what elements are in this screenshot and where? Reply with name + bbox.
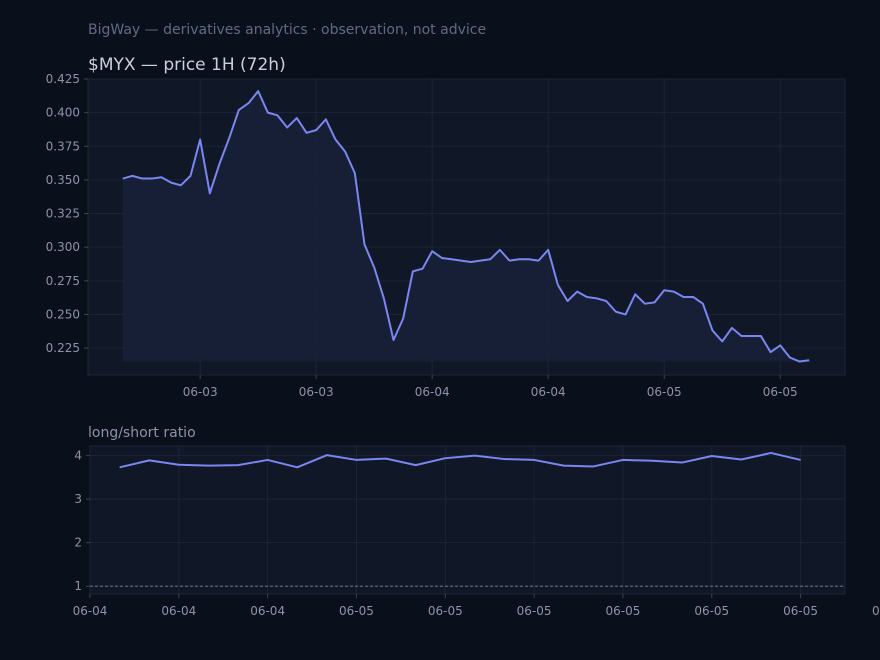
ratio-y-ticks: 1 2 3 4 <box>74 449 90 593</box>
ratio-x-tick-label: 06-05 <box>339 604 374 618</box>
ratio-series-line <box>119 451 801 469</box>
ratio-y-tick-label: 1 <box>74 579 82 593</box>
ratio-x-tick-label: 06-05 <box>517 604 552 618</box>
ratio-x-tick-label: 06-05 <box>428 604 463 618</box>
ratio-x-tick-label: 06-04 <box>161 604 196 618</box>
price-x-tick-label: 06-04 <box>415 385 450 399</box>
ratio-y-tick-label: 3 <box>74 492 82 506</box>
ratio-x-tick-label: 06-05 <box>872 604 880 618</box>
price-y-tick-label: 0.225 <box>46 341 80 355</box>
price-y-tick-label: 0.350 <box>46 173 80 187</box>
ratio-y-tick-label: 4 <box>74 449 82 463</box>
ratio-y-tick-label: 2 <box>74 536 82 550</box>
ratio-chart-title: long/short ratio <box>88 425 196 441</box>
ratio-x-tick-label: 06-04 <box>73 604 108 618</box>
ratio-x-ticks: 06-04 06-04 06-04 06-05 06-05 06-05 06-05 06-05… <box>73 594 880 618</box>
price-y-tick-label: 0.300 <box>46 240 80 254</box>
ratio-plot-area <box>89 445 846 595</box>
price-y-tick-label: 0.250 <box>46 307 80 321</box>
price-area-fill <box>122 91 810 362</box>
price-y-ticks: 0.225 0.250 0.275 0.300 0.325 0.350 0.375 0.400… <box>46 72 88 355</box>
price-x-tick-label: 06-04 <box>531 385 566 399</box>
price-x-tick-label: 06-03 <box>299 385 334 399</box>
page-header: BigWay — derivatives analytics · observa… <box>88 22 486 38</box>
ratio-x-tick-label: 06-05 <box>694 604 729 618</box>
price-x-tick-label: 06-05 <box>647 385 682 399</box>
price-y-tick-label: 0.400 <box>46 106 80 120</box>
price-y-tick-label: 0.325 <box>46 207 80 221</box>
price-series-line <box>122 90 810 363</box>
price-x-ticks: 06-03 06-03 06-04 06-04 06-05 06-05 <box>183 375 798 399</box>
ratio-x-tick-label: 06-05 <box>606 604 641 618</box>
price-chart-title: $MYX — price 1H (72h) <box>88 55 286 75</box>
price-y-tick-label: 0.375 <box>46 139 80 153</box>
ratio-x-tick-label: 06-05 <box>783 604 818 618</box>
price-x-tick-label: 06-05 <box>763 385 798 399</box>
ratio-x-tick-label: 06-04 <box>250 604 285 618</box>
price-y-tick-label: 0.425 <box>46 72 80 86</box>
price-y-tick-label: 0.275 <box>46 274 80 288</box>
price-x-tick-label: 06-03 <box>183 385 218 399</box>
